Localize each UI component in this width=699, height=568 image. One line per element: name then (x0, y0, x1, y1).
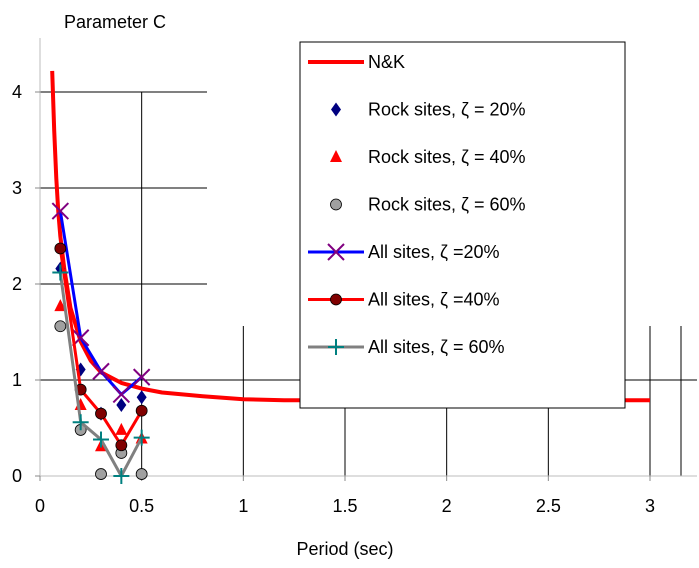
data-point (92, 362, 110, 381)
y-tick-label: 3 (12, 178, 22, 198)
data-point (136, 390, 147, 405)
data-point (54, 320, 67, 333)
x-marker-stroke (112, 385, 131, 404)
series-6 (52, 264, 150, 484)
data-point (133, 429, 150, 446)
x-tick-label: 1 (238, 496, 248, 516)
x-marker-stroke (92, 362, 110, 381)
data-point (115, 439, 128, 452)
legend-label: Rock sites, ζ = 40% (368, 147, 526, 167)
x-marker-stroke (132, 368, 151, 386)
x-marker-stroke (327, 243, 345, 261)
legend-swatch-marker (327, 243, 345, 261)
y-axis-title: Parameter C (64, 12, 166, 32)
data-point (112, 385, 131, 404)
data-point (132, 368, 151, 386)
x-axis-title: Period (sec) (296, 539, 393, 559)
axes: 0 1 2 3 4 0 0.5 1 1.5 2 2.5 3 Parameter C Period (sec… (12, 12, 697, 559)
data-point (93, 431, 109, 448)
legend-item-6: All sites, ζ = 60% (308, 337, 505, 357)
data-point (52, 264, 69, 281)
x-tick-label: 2 (442, 496, 452, 516)
data-point (51, 202, 70, 220)
legend-item-3: Rock sites, ζ = 60% (330, 195, 526, 215)
legend-label: N&K (368, 52, 405, 72)
x-tick-label: 1.5 (332, 496, 357, 516)
x-tick-label: 2.5 (536, 496, 561, 516)
data-point (72, 414, 89, 431)
legend-label: All sites, ζ = 60% (368, 337, 505, 357)
legend-item-2: Rock sites, ζ = 40% (330, 147, 526, 167)
legend: N&K Rock sites, ζ = 20% Rock sites, ζ = 40… (299, 41, 626, 409)
legend-swatch-marker (328, 339, 344, 355)
data-point (135, 404, 148, 417)
legend-swatch-marker (330, 293, 342, 306)
legend-label: All sites, ζ =20% (368, 242, 500, 262)
series-3 (54, 320, 148, 480)
data-point (135, 468, 148, 480)
data-point (54, 242, 67, 255)
legend-swatch-marker (330, 150, 342, 162)
y-tick-label: 2 (12, 274, 22, 294)
data-point (116, 397, 127, 412)
legend-label: All sites, ζ =40% (368, 290, 500, 310)
data-point (95, 468, 107, 480)
x-tick-label: 3 (645, 496, 655, 516)
x-tick-label: 0 (35, 496, 45, 516)
legend-item-5: All sites, ζ =40% (308, 290, 500, 310)
legend-item-4: All sites, ζ =20% (308, 242, 500, 262)
legend-swatch-marker (331, 102, 341, 117)
data-point (54, 299, 67, 312)
data-point (115, 422, 128, 435)
x-tick-label: 0.5 (129, 496, 154, 516)
x-marker-stroke (51, 202, 70, 220)
legend-label: Rock sites, ζ = 20% (368, 100, 526, 120)
legend-item-1: Rock sites, ζ = 20% (331, 100, 526, 120)
y-tick-label: 1 (12, 370, 22, 390)
legend-label: Rock sites, ζ = 60% (368, 195, 526, 215)
legend-item-0: N&K (308, 52, 405, 72)
data-point (95, 407, 107, 420)
series-5 (54, 242, 148, 452)
y-tick-label: 0 (12, 466, 22, 486)
data-point (113, 468, 130, 484)
y-tick-label: 4 (12, 82, 22, 102)
legend-swatch-marker (330, 198, 342, 211)
